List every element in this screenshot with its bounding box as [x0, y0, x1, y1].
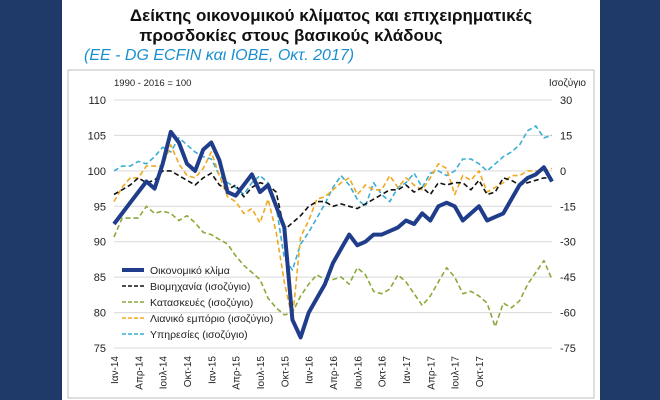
x-tick-label: Ιουλ-14: [159, 356, 170, 390]
x-tick-label: Ιουλ-17: [451, 356, 462, 390]
line-chart: 1990 - 2016 = 100 Ισοζύγιο 110 105 100 95 90…: [67, 69, 595, 399]
left-tick-label: 90: [94, 237, 106, 249]
x-tick-label: Οκτ-16: [378, 356, 389, 388]
right-tick-label: -15: [560, 201, 576, 213]
x-tick-label: Απρ-16: [329, 356, 340, 390]
left-tick-label: 100: [88, 166, 106, 178]
legend-label-construction: Κατασκευές (ισοζύγιο): [150, 297, 253, 309]
legend-label-retail: Λιανικό εμπόριο (ισοζύγιο): [150, 313, 273, 325]
x-tick-label: Απρ-15: [232, 356, 243, 390]
x-tick-label: Απρ-17: [426, 356, 437, 390]
series-line-construction: [113, 205, 553, 328]
right-axis-label: Ισοζύγιο: [549, 77, 587, 89]
series-line-industry: [113, 170, 552, 231]
left-tick-label: 95: [94, 201, 106, 213]
x-tick-label: Οκτ-15: [280, 356, 291, 388]
right-tick-label: -45: [560, 272, 576, 284]
left-tick-labels: 110 105 100 95 90 85 80 75: [88, 95, 106, 355]
right-tick-label: 0: [560, 166, 566, 178]
left-tick-label: 105: [88, 130, 106, 142]
gridlines: [114, 99, 552, 349]
legend-label-services: Υπηρεσίες (ισοζύγιο): [150, 329, 248, 341]
legend: Οικονομικό κλίμα Βιομηχανία (ισοζύγιο) Κατ…: [122, 265, 273, 341]
x-tick-label: Ιουλ-16: [353, 356, 364, 390]
x-tick-label: Οκτ-17: [475, 356, 486, 388]
left-axis-label: 1990 - 2016 = 100: [114, 78, 191, 89]
chart-subtitle: (EE - DG ECFIN και ΙΟΒΕ, Οκτ. 2017): [84, 47, 355, 64]
x-tick-label: Ιαν-14: [110, 356, 121, 384]
right-tick-label: -30: [560, 237, 576, 249]
series-line-economic-climate: [112, 129, 554, 340]
chart-title-line2: προσδοκίες στους βασικούς κλάδους: [139, 26, 443, 45]
chart-title: Δείκτης οικονομικού κλίματος και επιχειρ…: [129, 6, 533, 25]
left-tick-label: 85: [94, 272, 106, 284]
x-tick-label: Ιαν-16: [305, 356, 316, 384]
legend-label-economic-climate: Οικονομικό κλίμα: [150, 265, 230, 277]
x-tick-label: Ιουλ-15: [256, 356, 267, 390]
right-tick-label: -75: [560, 343, 576, 355]
right-tick-label: 15: [560, 130, 572, 142]
left-tick-label: 80: [94, 308, 106, 320]
series-lines: [112, 125, 554, 340]
left-tick-label: 75: [94, 343, 106, 355]
series-line-services: [113, 125, 553, 271]
x-tick-labels: Ιαν-14 Απρ-14 Ιουλ-14 Οκτ-14 Ιαν-15 Απρ-15 Ιου…: [110, 356, 486, 390]
x-tick-label: Ιαν-17: [402, 356, 413, 384]
x-tick-label: Οκτ-14: [183, 356, 194, 388]
legend-label-industry: Βιομηχανία (ισοζύγιο): [150, 281, 250, 293]
left-tick-label: 110: [88, 95, 106, 107]
chart-panel: Δείκτης οικονομικού κλίματος και επιχειρ…: [62, 0, 600, 400]
right-tick-labels: 30 15 0 -15 -30 -45 -60 -75: [560, 95, 576, 355]
plot-frame: [67, 69, 595, 399]
right-tick-label: -60: [560, 308, 576, 320]
series-line-retail: [113, 144, 553, 321]
x-tick-label: Απρ-14: [134, 356, 145, 390]
x-tick-label: Ιαν-15: [207, 356, 218, 384]
right-tick-label: 30: [560, 95, 572, 107]
